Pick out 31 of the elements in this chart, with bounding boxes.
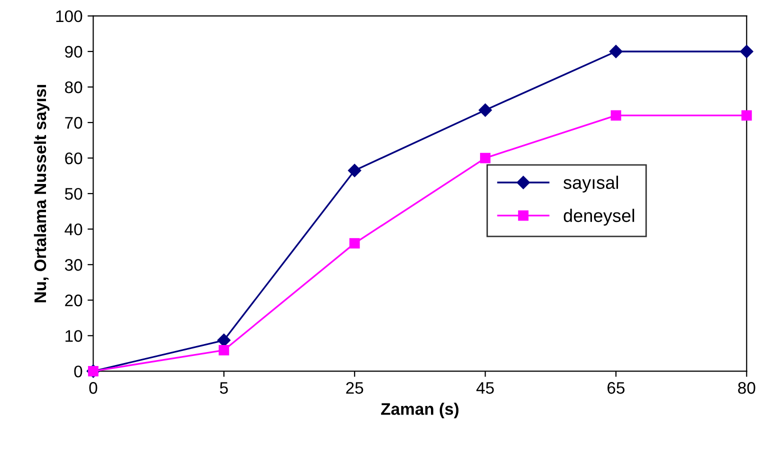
x-tick-label: 25 [346,382,364,394]
x-tick-label: 80 [738,382,756,394]
y-tick-label: 80 [65,81,82,94]
x-tick-label: 5 [220,382,228,394]
legend-label: deneysel [564,208,634,226]
y-tick-label: 100 [56,10,82,22]
x-tick-label: 65 [608,382,625,394]
y-tick-label: 20 [65,294,82,306]
y-axis-title: Nu, Ortalama Nusselt sayısı [34,84,50,302]
y-tick-label: 40 [64,223,82,236]
point [348,164,362,178]
y-tick-label: 0 [74,366,82,378]
point [610,110,622,121]
y-tick-label: 50 [64,188,82,200]
point [218,345,230,356]
point [217,334,230,347]
point [609,44,623,58]
y-tick-label: 60 [65,152,82,164]
point [740,44,754,58]
y-tick-label: 10 [66,330,82,342]
y-tick-label: 90 [65,46,82,58]
x-tick-label: 45 [476,382,494,394]
x-axis-title: Zaman (s) [381,402,458,418]
y-tick-label: 70 [65,116,82,129]
point [741,110,752,121]
y-tick-label: 30 [64,259,82,271]
point [478,104,492,117]
point [349,238,360,249]
legend-label: sayısal [564,176,618,193]
x-tick-label: 0 [89,382,98,394]
point [480,152,490,164]
